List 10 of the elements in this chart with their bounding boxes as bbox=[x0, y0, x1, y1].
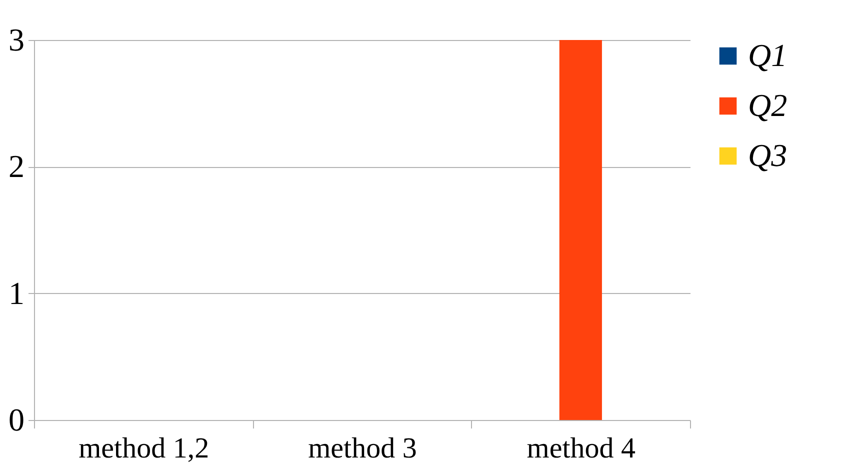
y-tick-label: 0 bbox=[8, 402, 24, 438]
x-tick-label: method 4 bbox=[526, 432, 636, 464]
y-tick-label: 1 bbox=[8, 274, 24, 311]
x-tick-label: method 3 bbox=[308, 432, 417, 464]
legend-label: Q1 bbox=[748, 37, 788, 73]
y-tick-label: 2 bbox=[8, 148, 24, 184]
legend-label: Q2 bbox=[748, 87, 788, 123]
x-tick-label: method 1,2 bbox=[78, 432, 210, 464]
legend-label: Q3 bbox=[748, 137, 788, 173]
y-tick-label: 3 bbox=[8, 22, 24, 58]
